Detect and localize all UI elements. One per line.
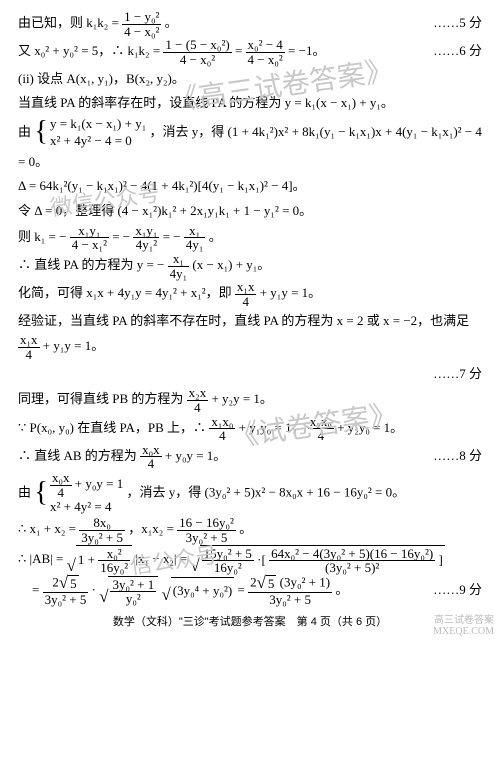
score-marker: ……6 分 — [433, 39, 482, 64]
score-marker: ……7 分 — [433, 362, 482, 387]
math-line: 则 k₁ = − x₁y₁4 − x₁² = − x₁y₁4y₁² = − x₁… — [18, 224, 482, 252]
math-line: 令 Δ = 0，整理得 (4 − x₁²)k₁² + 2x₁y₁k₁ + 1 −… — [18, 199, 482, 224]
math-line: ∴ x₁ + x₂ = 8x₀3y₀² + 5 ，x₁x₂ = 16 − 16y… — [18, 516, 482, 544]
math-line: 又 x₀² + y₀² = 5，∴ k₁k₂ = 1 − (5 − x₀²)4 … — [18, 38, 433, 66]
score-marker: ……9 分 — [433, 578, 482, 603]
math-line: Δ = 64k₁²(y₁ − k₁x₁)² − 4(1 + 4k₁²)[4(y₁… — [18, 174, 482, 199]
page-footer: 数学（文科）"三诊"考试题参考答案 第 4 页（共 6 页） — [18, 612, 482, 633]
math-line: ∴ |AB| = √ 1 + x₀²16y₀² |x₁ − x₂| = √ 15… — [18, 545, 482, 575]
math-line: ∵ P(x₀, y₀) 在直线 PA，PB 上，∴ x₁x₀4 + y₁y₀ =… — [18, 415, 482, 443]
math-line: 同理，可得直线 PB 的方程为 x₂x4 + y₂y = 1。 — [18, 386, 482, 414]
score-marker: ……8 分 — [433, 444, 482, 469]
math-line: 由已知，则 k₁k₂ = 1 − y₀²4 − x₀² 。 — [18, 10, 433, 38]
math-line: ∴ 直线 PA 的方程为 y = − x₁4y₁ (x − x₁) + y₁。 — [18, 252, 482, 280]
math-line: 当直线 PA 的斜率存在时，设直线 PA 的方程为 y = k₁(x − x₁)… — [18, 91, 482, 116]
math-line: 化简，可得 x₁x + 4y₁y = 4y₁² + x₁²，即 x₁x4 + y… — [18, 280, 482, 308]
math-line: = 2√5 3y₀² + 5 · √ 3y₀² + 1y₀² √(3y₀⁴ + … — [18, 575, 433, 607]
math-line: (ii) 设点 A(x₁, y₁)，B(x₂, y₂)。 — [18, 67, 482, 92]
math-line: 由 { y = k₁(x − x₁) + y₁ x² + 4y² − 4 = 0… — [18, 116, 482, 174]
math-line: ∴ 直线 AB 的方程为 x₀x4 + y₀y = 1。 — [18, 443, 433, 471]
corner-watermark: 高三试卷答案MXEQE.COM — [433, 615, 494, 637]
score-marker: ……5 分 — [433, 11, 482, 36]
math-line: 由 { x₀x4 + y₀y = 1 x² + 4y² = 4 ，消去 y，得 … — [18, 471, 482, 516]
math-line: 经验证，当直线 PA 的斜率不存在时，直线 PA 的方程为 x = 2 或 x … — [18, 309, 482, 362]
